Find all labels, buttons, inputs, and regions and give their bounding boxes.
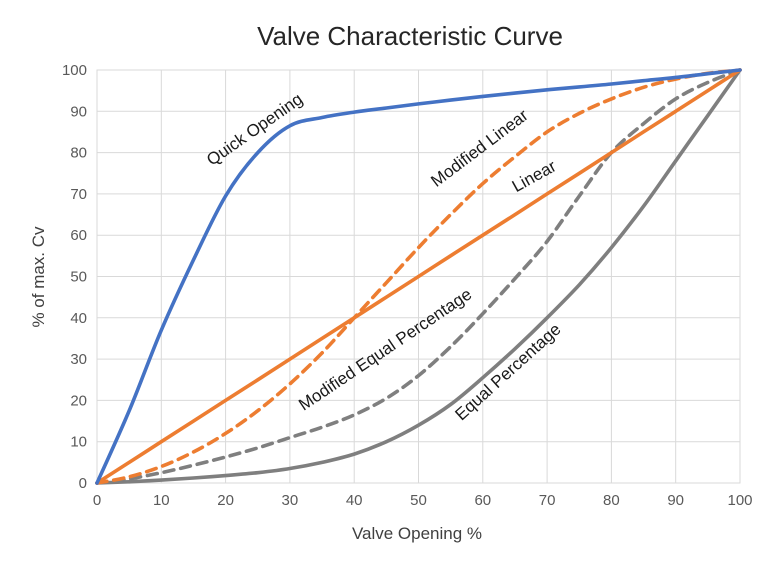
x-tick-label: 60	[474, 492, 491, 509]
y-tick-label: 90	[70, 103, 87, 120]
curves	[95, 68, 742, 485]
x-tick-label: 90	[667, 492, 684, 509]
curve-quick-opening	[95, 68, 742, 485]
curve-linear	[95, 68, 742, 485]
x-tick-label: 70	[539, 492, 556, 509]
x-tick-label: 80	[603, 492, 620, 509]
curve-modified-linear	[95, 68, 742, 485]
y-tick-label: 40	[70, 310, 87, 327]
curve-label-equal-percentage: Equal Percentage	[451, 320, 564, 425]
x-tick-label: 40	[346, 492, 363, 509]
y-tick-label: 0	[79, 475, 87, 492]
y-tick-label: 70	[70, 186, 87, 203]
x-tick-label: 0	[93, 492, 101, 509]
x-tick-label: 30	[282, 492, 299, 509]
y-axis-title: % of max. Cv	[29, 226, 48, 328]
curve-modified-equal-percentage	[95, 68, 742, 485]
y-tick-label: 30	[70, 351, 87, 368]
x-tick-label: 20	[217, 492, 234, 509]
chart-title: Valve Characteristic Curve	[257, 21, 563, 51]
y-tick-label: 50	[70, 269, 87, 286]
y-tick-label: 100	[62, 62, 87, 79]
y-tick-label: 60	[70, 227, 87, 244]
y-tick-label: 10	[70, 434, 87, 451]
y-tick-label: 80	[70, 145, 87, 162]
x-axis-tick-labels: 0 10 20 30 40 50 60 70 80 90 100	[93, 492, 753, 509]
y-tick-label: 20	[70, 392, 87, 409]
curve-equal-percentage	[95, 68, 742, 485]
x-tick-label: 10	[153, 492, 170, 509]
x-axis-title: Valve Opening %	[352, 524, 482, 543]
y-axis-tick-labels: 0 10 20 30 40 50 60 70 80 90 100	[62, 62, 87, 492]
x-tick-label: 100	[727, 492, 752, 509]
plot-border	[96, 69, 741, 484]
x-tick-label: 50	[410, 492, 427, 509]
